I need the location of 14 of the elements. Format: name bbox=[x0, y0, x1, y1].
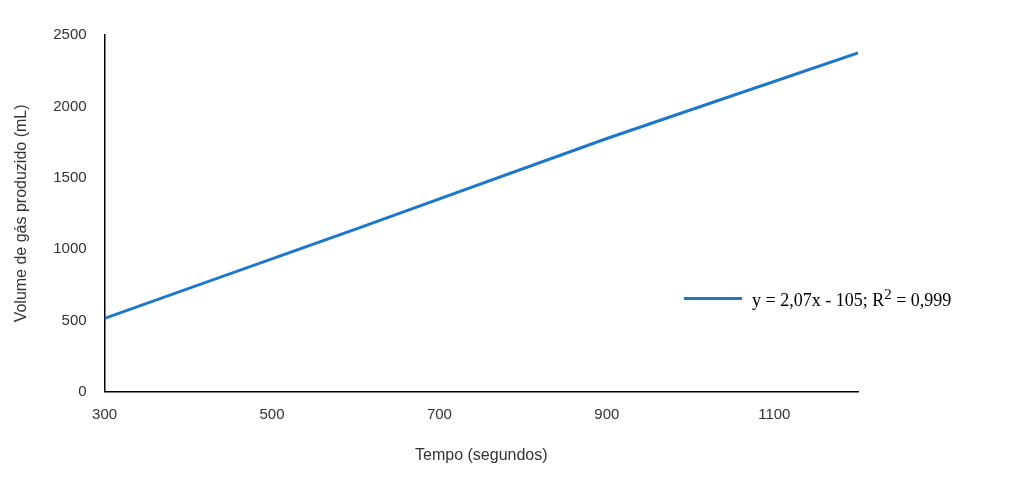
y-axis-title: Volume de gás produzido (mL) bbox=[12, 104, 30, 323]
y-tick-label: 1000 bbox=[53, 239, 87, 257]
x-tick-label: 300 bbox=[92, 404, 118, 422]
x-tick-label: 1100 bbox=[758, 404, 791, 422]
legend-label: y = 2,07x - 105; R$^{2}$ = 0,999 bbox=[752, 286, 952, 311]
x-tick-label: 500 bbox=[259, 404, 285, 422]
y-tick-label: 2500 bbox=[53, 25, 87, 43]
y-tick-label: 500 bbox=[61, 310, 87, 328]
y-tick-label: 0 bbox=[78, 381, 87, 399]
x-axis-title: Tempo (segundos) bbox=[415, 445, 548, 463]
y-tick-label: 1500 bbox=[53, 167, 87, 185]
x-tick-label: 900 bbox=[594, 404, 620, 422]
x-tick-label: 700 bbox=[426, 404, 452, 422]
y-tick-label: 2000 bbox=[53, 96, 87, 114]
